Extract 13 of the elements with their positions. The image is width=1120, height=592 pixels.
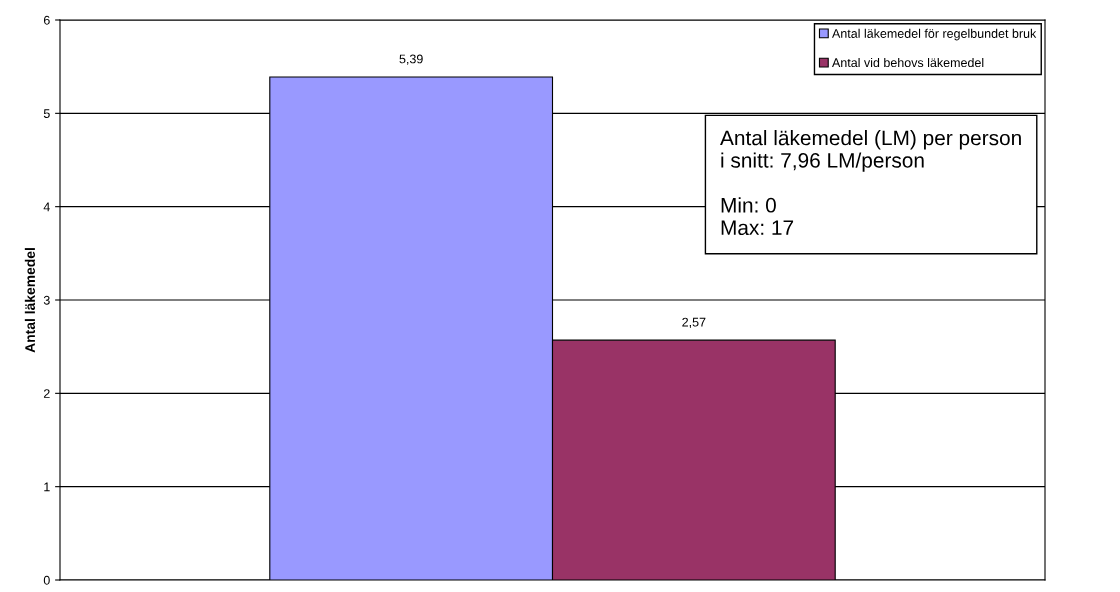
- legend-label: Antal vid behovs läkemedel: [832, 57, 984, 68]
- legend-label: Antal läkemedel för regelbundet bruk: [832, 28, 1037, 41]
- y-tick-label: 5: [43, 109, 50, 118]
- data-label: 5,39: [399, 54, 423, 65]
- y-tick-label: 0: [43, 575, 50, 585]
- y-tick-label: 3: [43, 295, 50, 305]
- text: Antal läkemedel (LM) per person i snitt: 7,96 LM/person Min: 0 Max: 17: [720, 130, 1021, 236]
- y-tick-label: 2: [43, 389, 50, 398]
- y-axis-title: Antal läkemedel: [24, 248, 36, 353]
- y-tick-label: 4: [43, 202, 50, 212]
- data-label: 2,57: [682, 317, 706, 329]
- y-tick-label: 1: [44, 482, 50, 492]
- y-tick-label: 6: [43, 15, 50, 25]
